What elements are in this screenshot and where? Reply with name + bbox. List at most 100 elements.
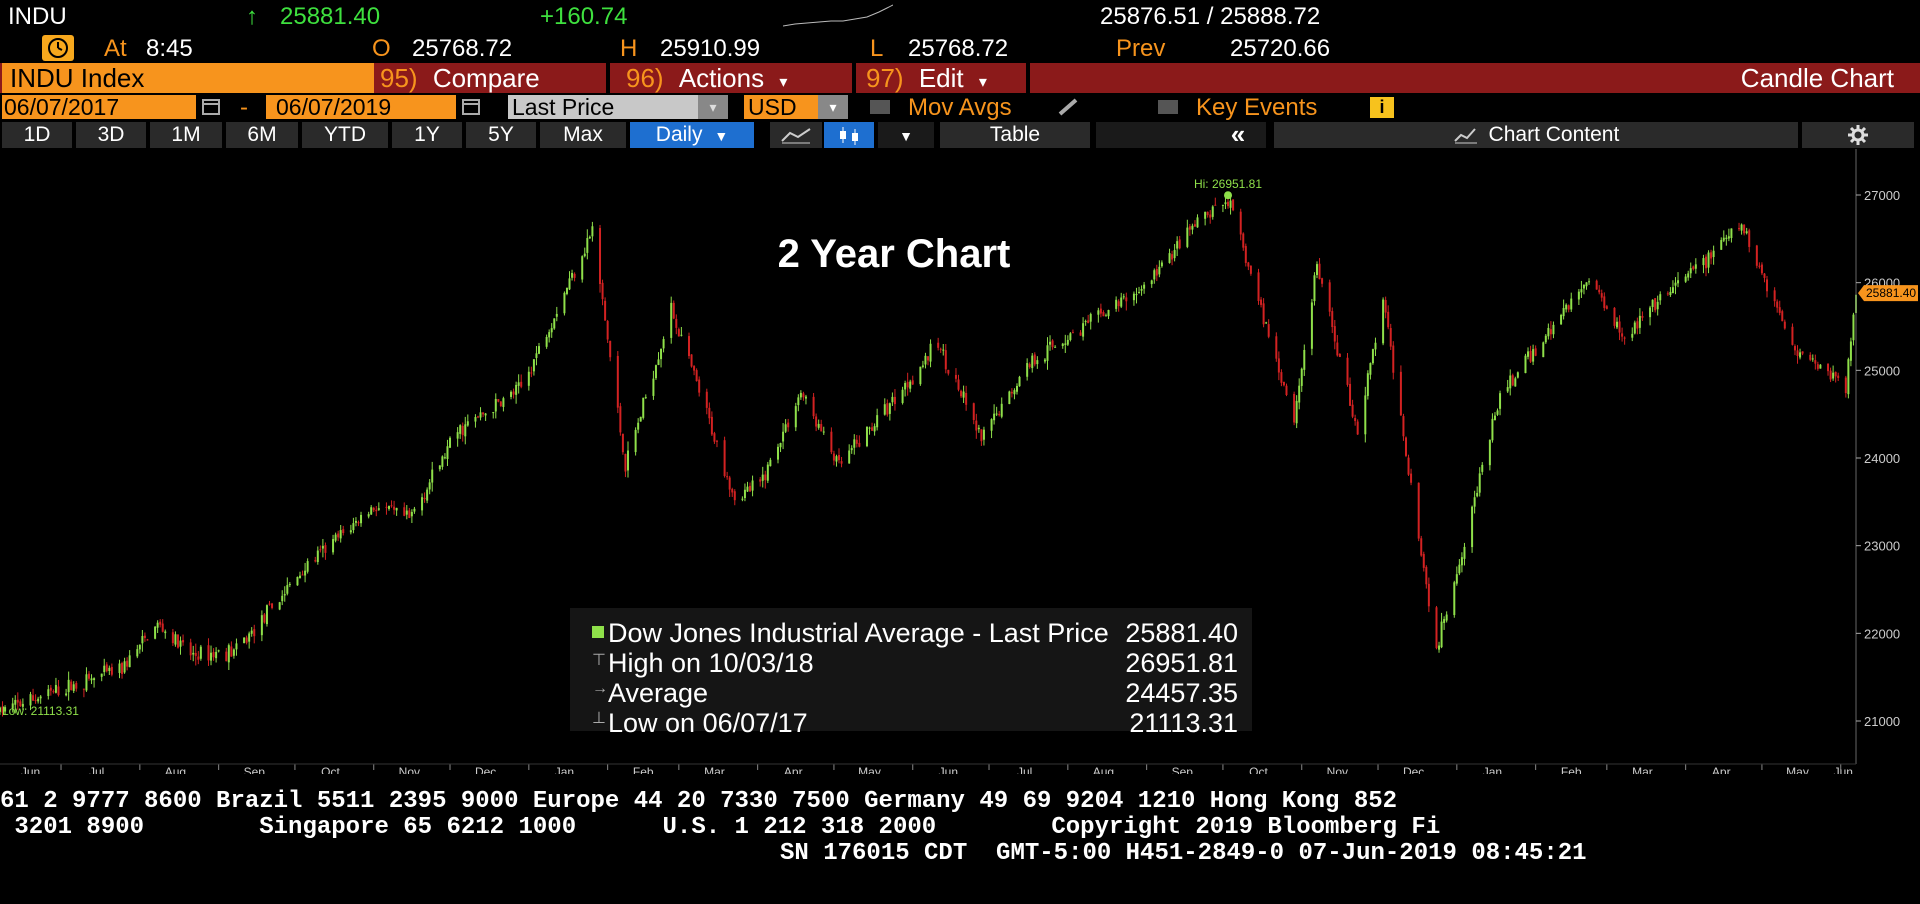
candle-body xyxy=(1687,273,1690,278)
table-button[interactable]: Table xyxy=(940,122,1090,148)
candle-body xyxy=(1349,383,1352,406)
candle-body xyxy=(1346,357,1349,385)
candle-body xyxy=(1282,381,1285,386)
candle-body xyxy=(1214,204,1217,206)
key-events-label[interactable]: Key Events xyxy=(1196,94,1318,121)
candle-body xyxy=(1534,348,1537,356)
candle-body xyxy=(0,707,1,712)
candle-body xyxy=(65,693,68,696)
candle-body xyxy=(1595,280,1598,290)
candle-body xyxy=(1178,239,1181,249)
candle-body xyxy=(123,661,126,673)
candle-body xyxy=(1120,297,1123,307)
calendar-icon[interactable] xyxy=(460,95,482,119)
candle-body xyxy=(72,684,75,691)
candle-body xyxy=(573,273,576,278)
candle-chart-icon[interactable] xyxy=(824,122,874,148)
candle-body xyxy=(1328,282,1331,312)
candle-chart[interactable]: 21000 22000 23000 24000 25000 26000 27000 Jun J… xyxy=(0,149,1920,793)
legend-low-value: 21113.31 xyxy=(1129,708,1238,738)
x-tick-label: Dec xyxy=(1403,765,1424,774)
frequency-label: Daily xyxy=(655,123,703,146)
clock-icon[interactable] xyxy=(42,35,74,61)
candle-body xyxy=(1417,482,1420,539)
gear-icon[interactable] xyxy=(1802,122,1914,148)
chart-type-title: Candle Chart xyxy=(1740,63,1894,93)
up-arrow-icon: ↑ xyxy=(246,3,258,30)
candle-body xyxy=(840,461,843,464)
chevron-down-icon[interactable]: ▾ xyxy=(698,95,728,119)
candle-body xyxy=(1689,268,1692,274)
candle-body xyxy=(924,355,927,365)
frequency-select[interactable]: Daily ▼ xyxy=(630,122,754,148)
period-1d-button[interactable]: 1D xyxy=(2,122,72,148)
security-field[interactable]: INDU Index xyxy=(2,63,374,93)
period-1m-button[interactable]: 1M xyxy=(150,122,222,148)
candle-body xyxy=(1280,372,1283,383)
candle-body xyxy=(1654,298,1657,311)
y-tick-label: 24000 xyxy=(1864,451,1900,466)
candle-body xyxy=(1847,359,1850,395)
candle-body xyxy=(888,403,891,414)
end-date-field[interactable]: 06/07/2019 xyxy=(266,95,456,119)
mov-avgs-label[interactable]: Mov Avgs xyxy=(908,94,1012,121)
edit-menu[interactable]: 97) Edit ▾ xyxy=(866,63,1026,93)
candle-body xyxy=(1132,293,1135,301)
candle-body xyxy=(601,282,604,300)
candle-body xyxy=(927,356,929,361)
chevron-down-icon[interactable]: ▾ xyxy=(818,95,848,119)
candle-body xyxy=(527,371,530,386)
period-ytd-button[interactable]: YTD xyxy=(302,122,388,148)
key-events-checkbox[interactable] xyxy=(1158,100,1178,114)
period-3d-button[interactable]: 3D xyxy=(76,122,146,148)
x-tick-label: Jan xyxy=(1483,765,1502,774)
start-date-field[interactable]: 06/07/2017 xyxy=(2,95,196,119)
x-tick-label: Nov xyxy=(1327,765,1348,774)
actions-menu[interactable]: 96) Actions ▾ xyxy=(626,63,848,93)
compare-label: Compare xyxy=(432,63,540,93)
compare-button[interactable]: 95) Compare xyxy=(380,63,602,93)
candle-body xyxy=(1369,363,1372,375)
calendar-icon[interactable] xyxy=(200,95,222,119)
collapse-chevrons-icon[interactable]: « xyxy=(1210,121,1266,148)
candle-body xyxy=(342,529,345,534)
candle-body xyxy=(421,497,424,511)
period-max-button[interactable]: Max xyxy=(540,122,626,148)
info-icon[interactable]: i xyxy=(1370,97,1394,118)
x-tick-label: Jul xyxy=(89,765,104,774)
candle-body xyxy=(954,374,957,379)
candle-body xyxy=(1549,329,1552,335)
candle-body xyxy=(1532,349,1535,362)
candle-body xyxy=(306,561,309,572)
candle-body xyxy=(838,455,841,461)
field-select[interactable]: Last Price xyxy=(508,95,698,119)
candle-body xyxy=(965,392,968,405)
chart-content-button[interactable]: Chart Content xyxy=(1274,122,1798,148)
candle-body xyxy=(1054,346,1057,348)
candle-body xyxy=(1191,225,1194,230)
candle-body xyxy=(652,378,655,396)
candle-body xyxy=(210,652,213,661)
candle-body xyxy=(16,699,19,703)
currency-select[interactable]: USD xyxy=(744,95,818,119)
candle-body xyxy=(1613,307,1616,326)
candle-body xyxy=(672,302,675,319)
line-chart-icon[interactable] xyxy=(770,122,822,148)
candle-body xyxy=(466,421,469,426)
candle-body xyxy=(644,397,647,399)
candle-body xyxy=(1267,324,1270,337)
candle-body xyxy=(1669,291,1672,296)
period-5y-button[interactable]: 5Y xyxy=(466,122,536,148)
candle-body xyxy=(1244,246,1247,263)
candle-body xyxy=(393,506,396,510)
candle-body xyxy=(1277,358,1280,373)
period-1y-button[interactable]: 1Y xyxy=(392,122,462,148)
candle-body xyxy=(1173,250,1176,259)
period-6m-button[interactable]: 6M xyxy=(226,122,298,148)
chart-type-dropdown[interactable]: ▼ xyxy=(878,122,934,148)
candle-body xyxy=(1089,314,1092,322)
candle-body xyxy=(1275,336,1278,359)
candle-body xyxy=(942,349,945,351)
pencil-icon[interactable] xyxy=(1056,96,1082,118)
mov-avgs-checkbox[interactable] xyxy=(870,100,890,114)
